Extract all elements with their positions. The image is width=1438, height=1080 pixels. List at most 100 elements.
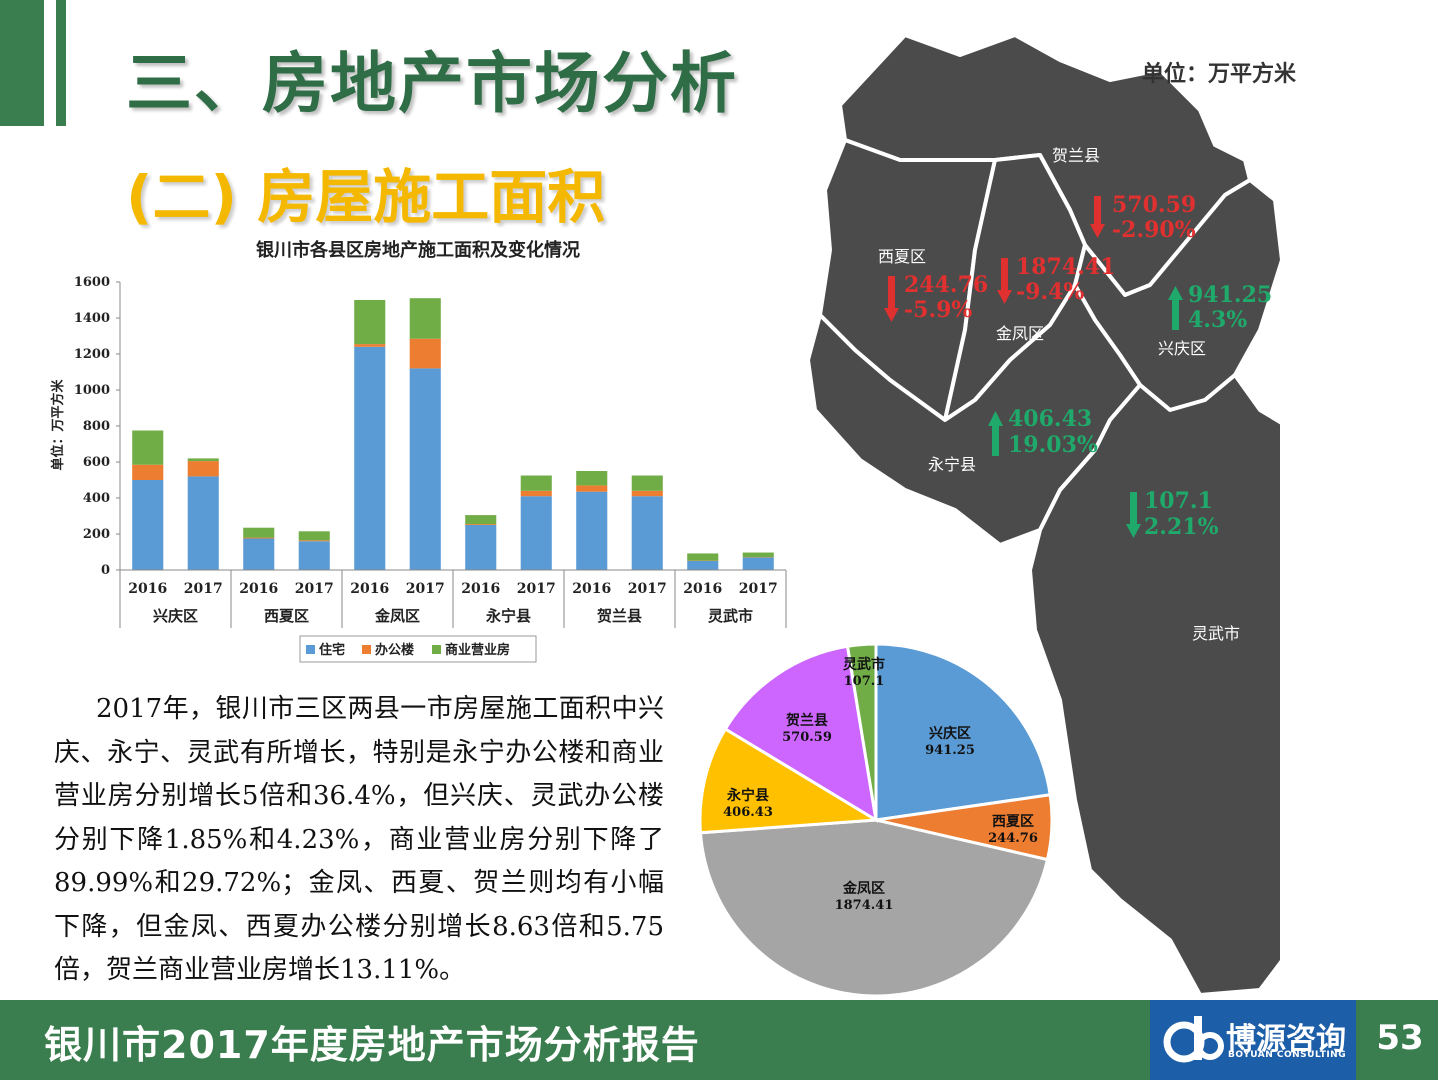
bar-segment-residential xyxy=(742,557,774,570)
map-arrow-xingqing xyxy=(1168,286,1183,330)
map-value-xingqing: 941.25 xyxy=(1188,282,1272,308)
bar-segment-residential xyxy=(298,541,330,570)
group-label: 兴庆区 xyxy=(153,607,198,625)
map-change-xixia: -5.9% xyxy=(904,297,972,323)
pie-slice xyxy=(698,818,1050,998)
bar-segment-commercial xyxy=(298,531,330,541)
map-arrow-helan xyxy=(1090,196,1105,238)
bar-segment-residential xyxy=(687,561,719,570)
map-change-jinfeng: -9.4% xyxy=(1016,279,1084,305)
pie-label: 贺兰县 xyxy=(785,712,828,729)
map-arrow-jinfeng xyxy=(997,258,1012,304)
bar-segment-office xyxy=(298,540,330,542)
y-tick-label: 1600 xyxy=(74,275,110,290)
map-label-xixia: 西夏区 xyxy=(878,247,926,266)
y-tick-label: 1000 xyxy=(74,383,110,398)
bar-segment-residential xyxy=(631,496,663,570)
x-tick-label: 2017 xyxy=(739,581,778,597)
map-change-xingqing: 4.3% xyxy=(1188,307,1247,333)
bar-segment-commercial xyxy=(465,515,497,525)
x-tick-label: 2017 xyxy=(184,581,223,597)
pie-label: 灵武市 xyxy=(843,656,885,673)
x-tick-label: 2016 xyxy=(683,581,722,597)
y-tick-label: 800 xyxy=(83,419,110,434)
logo-mark-icon xyxy=(1163,1016,1224,1063)
bar-segment-office xyxy=(132,464,164,480)
bar-segment-office xyxy=(409,338,441,369)
x-tick-label: 2016 xyxy=(572,581,611,597)
pie-label: 兴庆区 xyxy=(929,725,971,742)
pie-value-label: 941.25 xyxy=(925,743,975,758)
group-label: 贺兰县 xyxy=(596,607,642,625)
footer-title: 银川市2017年度房地产市场分析报告 xyxy=(44,1023,700,1067)
x-tick-label: 2016 xyxy=(128,581,167,597)
page-title: 三、房地产市场分析 xyxy=(126,45,738,122)
logo-subtext: BOYUAN CONSULTING xyxy=(1228,1050,1347,1060)
y-tick-label: 1200 xyxy=(74,347,110,362)
pie-value-label: 406.43 xyxy=(723,805,773,820)
section-subtitle: (二) 房屋施工面积 xyxy=(126,163,606,231)
bar-segment-residential xyxy=(520,496,552,570)
bar-segment-office xyxy=(354,344,386,347)
bar-segment-residential xyxy=(409,368,441,570)
map-change-helan: -2.90% xyxy=(1112,217,1196,243)
bar-segment-residential xyxy=(465,525,497,570)
pie-value-label: 570.59 xyxy=(782,730,832,745)
page-number: 53 xyxy=(1376,1018,1424,1058)
map-value-yongning: 406.43 xyxy=(1008,406,1092,432)
bar-segment-residential xyxy=(243,538,275,570)
x-tick-label: 2017 xyxy=(517,581,556,597)
analysis-text: 2017年，银川市三区两县一市房屋施工面积中兴庆、永宁、灵武有所增长，特别是永宁… xyxy=(54,694,664,985)
y-tick-label: 200 xyxy=(83,527,110,542)
bar-segment-commercial xyxy=(187,458,219,462)
bar-segment-residential xyxy=(187,476,219,570)
map-label-jinfeng: 金凤区 xyxy=(996,324,1044,343)
legend-label: 住宅 xyxy=(319,642,345,658)
bar-segment-commercial xyxy=(409,298,441,339)
pie-slice xyxy=(845,642,878,821)
bar-segment-residential xyxy=(576,491,608,570)
legend-label: 商业营业房 xyxy=(445,642,510,658)
pie-label: 西夏区 xyxy=(992,813,1034,830)
group-label: 永宁县 xyxy=(485,607,531,625)
bar-segment-office xyxy=(576,485,608,492)
bar-segment-commercial xyxy=(687,553,719,561)
pie-slice xyxy=(698,726,881,835)
bar-segment-office xyxy=(520,490,552,497)
region-map: 贺兰县 西夏区 金凤区 兴庆区 永宁县 灵武市 570.59 -2.90% 24… xyxy=(806,33,1280,997)
legend-swatch xyxy=(362,645,371,654)
analysis-paragraph: 2017年，银川市三区两县一市房屋施工面积中兴庆、永宁、灵武有所增长，特别是永宁… xyxy=(54,688,664,993)
chart-title: 银川市各县区房地产施工面积及变化情况 xyxy=(256,239,580,261)
legend-swatch xyxy=(432,645,441,654)
bar-segment-residential xyxy=(354,346,386,570)
map-value-jinfeng: 1874.41 xyxy=(1016,254,1116,280)
x-tick-label: 2017 xyxy=(406,581,445,597)
bar-segment-commercial xyxy=(520,475,552,491)
bar-segment-commercial xyxy=(354,300,386,345)
company-logo xyxy=(1150,1000,1356,1080)
map-change-yongning: 19.03% xyxy=(1008,432,1098,458)
bar-segment-commercial xyxy=(243,527,275,538)
x-tick-label: 2017 xyxy=(295,581,334,597)
bar-segment-commercial xyxy=(742,552,774,558)
map-label-helan: 贺兰县 xyxy=(1052,146,1100,165)
x-tick-label: 2016 xyxy=(461,581,500,597)
y-tick-label: 1400 xyxy=(74,311,110,326)
legend-box xyxy=(299,635,537,663)
pie-slice xyxy=(723,644,879,823)
bar-segment-office xyxy=(187,461,219,477)
pie-label: 金凤区 xyxy=(842,880,885,897)
header-accent-stripe xyxy=(56,0,66,126)
map-label-xingqing: 兴庆区 xyxy=(1158,339,1206,358)
bar-segment-commercial xyxy=(132,430,164,465)
map-label-yongning: 永宁县 xyxy=(928,455,976,474)
map-arrow-xixia xyxy=(884,276,899,322)
y-tick-label: 400 xyxy=(83,491,110,506)
group-label: 灵武市 xyxy=(708,607,753,625)
bar-segment-office xyxy=(243,537,275,539)
x-tick-label: 2016 xyxy=(350,581,389,597)
bar-segment-office xyxy=(631,490,663,497)
pie-value-label: 107.1 xyxy=(844,674,885,689)
bar-segment-office xyxy=(465,524,497,525)
